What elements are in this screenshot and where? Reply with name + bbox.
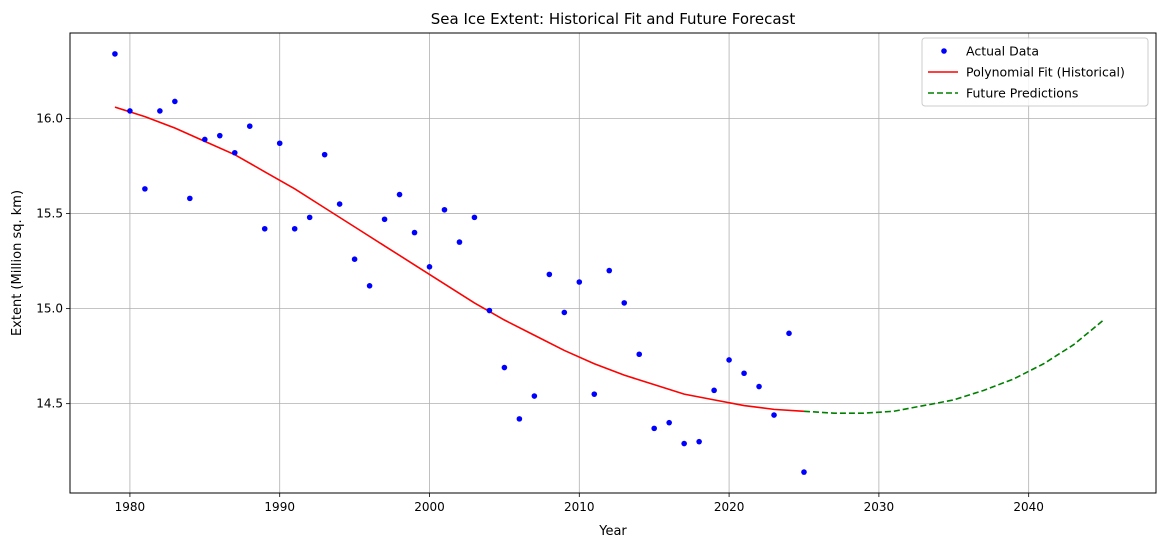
data-point bbox=[621, 300, 628, 306]
data-point bbox=[276, 140, 283, 147]
data-point bbox=[546, 271, 553, 278]
data-point bbox=[127, 108, 133, 114]
data-point bbox=[441, 206, 448, 213]
data-point bbox=[666, 419, 672, 426]
data-point bbox=[172, 98, 178, 105]
data-point bbox=[411, 229, 418, 236]
data-point bbox=[786, 330, 792, 337]
data-point bbox=[531, 393, 538, 399]
y-tick-label: 16.0 bbox=[36, 112, 63, 126]
data-point bbox=[112, 51, 118, 57]
x-tick-label: 2040 bbox=[1013, 500, 1044, 514]
data-point bbox=[771, 412, 777, 418]
y-tick-label: 15.0 bbox=[36, 302, 63, 316]
data-point bbox=[321, 151, 328, 158]
data-point bbox=[351, 256, 358, 262]
legend-box bbox=[921, 37, 1149, 107]
x-tick-label: 2030 bbox=[864, 500, 895, 514]
data-point bbox=[741, 370, 747, 377]
data-point bbox=[756, 383, 762, 390]
data-point bbox=[801, 469, 807, 475]
data-point bbox=[202, 136, 208, 143]
x-tick-label: 2010 bbox=[564, 500, 595, 514]
x-tick-label: 1980 bbox=[115, 500, 146, 514]
data-point bbox=[561, 309, 568, 316]
data-point bbox=[381, 216, 388, 223]
legend-label-forecast: Future Predictions bbox=[966, 86, 1078, 101]
axis-ticks: 1980 1990 2000 2010 2020 2030 2040 14.5 15.0 15.5… bbox=[36, 112, 1044, 514]
fit-layer bbox=[114, 106, 1105, 414]
data-point bbox=[291, 225, 298, 232]
data-point bbox=[231, 149, 238, 156]
grid bbox=[70, 33, 1156, 493]
legend-label-actual: Actual Data bbox=[966, 44, 1039, 59]
chart-title: Sea Ice Extent: Historical Fit and Futur… bbox=[431, 10, 796, 28]
data-point bbox=[456, 239, 463, 245]
x-tick-label: 2000 bbox=[414, 500, 445, 514]
data-point bbox=[681, 440, 687, 447]
data-point bbox=[576, 279, 583, 285]
data-point bbox=[696, 438, 702, 445]
data-point bbox=[501, 364, 508, 371]
y-axis-title: Extent (Million sq. km) bbox=[10, 190, 25, 336]
x-tick-label: 1990 bbox=[264, 500, 295, 514]
data-point bbox=[516, 416, 523, 422]
y-tick-label: 15.5 bbox=[36, 207, 63, 221]
data-point bbox=[591, 391, 598, 397]
legend: Actual Data Polynomial Fit (Historical) … bbox=[921, 37, 1149, 107]
y-tick-label: 14.5 bbox=[36, 397, 63, 411]
data-point bbox=[471, 214, 478, 221]
data-point bbox=[246, 123, 253, 129]
plot-frame bbox=[69, 32, 1157, 494]
data-point bbox=[606, 267, 613, 274]
data-point bbox=[157, 108, 163, 114]
data-point bbox=[187, 195, 193, 202]
data-point bbox=[396, 191, 403, 198]
data-point bbox=[306, 214, 313, 221]
fit-line bbox=[114, 106, 805, 413]
data-point bbox=[261, 225, 268, 232]
x-axis-title: Year bbox=[598, 524, 627, 539]
data-point bbox=[486, 307, 493, 314]
data-point bbox=[142, 186, 148, 192]
data-point bbox=[651, 425, 657, 432]
legend-label-fit: Polynomial Fit (Historical) bbox=[966, 65, 1125, 80]
data-point bbox=[636, 351, 643, 358]
data-point bbox=[711, 387, 717, 394]
data-point bbox=[336, 201, 343, 207]
forecast-line bbox=[803, 319, 1105, 414]
x-tick-label: 2020 bbox=[714, 500, 745, 514]
scatter-points bbox=[112, 51, 807, 475]
data-point bbox=[366, 283, 373, 289]
data-point bbox=[216, 132, 223, 139]
data-point bbox=[726, 357, 732, 363]
data-point bbox=[426, 264, 433, 270]
legend-marker-actual bbox=[941, 48, 947, 54]
